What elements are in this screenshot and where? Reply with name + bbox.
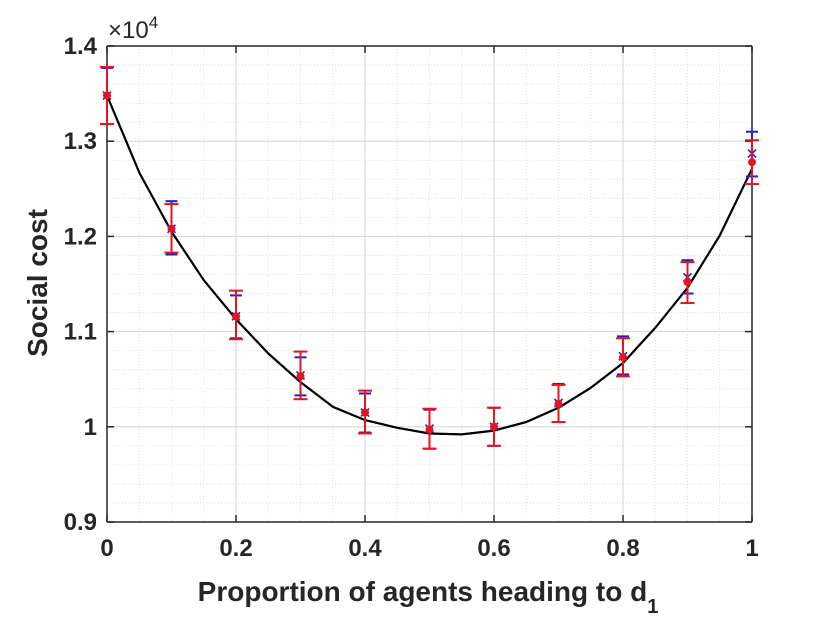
tick-marks	[106, 45, 753, 523]
data-point	[296, 372, 305, 381]
fitted-curve-layer	[105, 95, 753, 436]
x-axis-label: Proportion of agents heading to d1	[198, 576, 659, 618]
y-axis-label: Social cost	[22, 209, 53, 357]
x-tick-label: 0.2	[219, 535, 252, 562]
data-point	[554, 399, 563, 408]
y-tick-label: 1.2	[64, 223, 97, 250]
minor-grid	[107, 46, 752, 522]
y-tick-label: 0.9	[64, 509, 97, 536]
fitted-curve-line	[105, 95, 753, 436]
data-point	[361, 408, 369, 417]
x-tick-labels: 0 0.2 0.4 0.6 0.8 1	[100, 535, 758, 562]
y-tick-labels: 0.9 1 1.1 1.2 1.3 1.4	[64, 33, 98, 536]
y-tick-label: 1.4	[64, 33, 98, 60]
series-layer	[100, 65, 759, 450]
x-tick-label: 1	[745, 535, 758, 562]
data-point	[232, 312, 240, 321]
data-point	[425, 425, 434, 434]
x-tick-label: 0.6	[477, 535, 510, 562]
x-tick-label: 0.8	[606, 535, 639, 562]
y-tick-label: 1.1	[64, 319, 97, 346]
y-tick-label: 1.3	[64, 128, 97, 155]
data-point	[103, 91, 111, 100]
y-multiplier: ×104	[108, 13, 158, 44]
x-tick-label: 0	[100, 535, 113, 562]
data-point	[619, 353, 627, 362]
data-point	[490, 422, 498, 431]
x-tick-label: 0.4	[348, 535, 382, 562]
y-tick-label: 1	[84, 414, 97, 441]
data-point	[167, 224, 176, 233]
axes	[106, 45, 753, 523]
data-point	[683, 278, 692, 287]
data-point	[748, 158, 756, 167]
series-red	[100, 65, 759, 450]
